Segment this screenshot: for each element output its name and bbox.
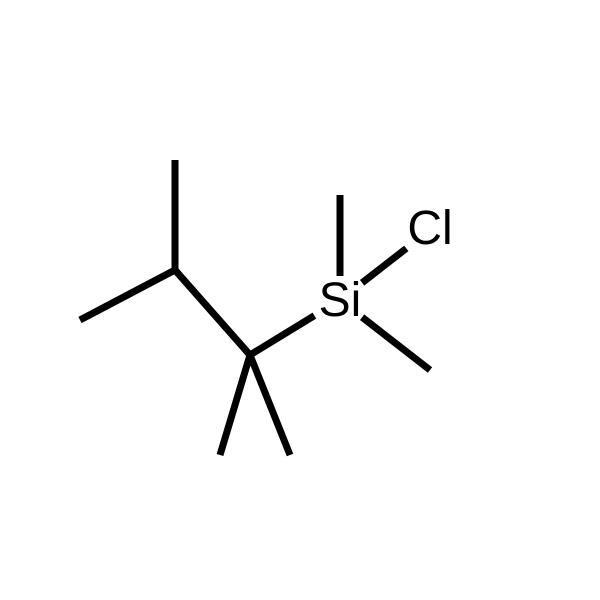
bond bbox=[250, 355, 290, 455]
bond bbox=[220, 355, 250, 455]
bond bbox=[362, 248, 406, 282]
molecule-diagram: Si Cl bbox=[0, 0, 600, 600]
bond bbox=[362, 317, 430, 370]
bond bbox=[175, 270, 250, 355]
bond bbox=[80, 270, 175, 320]
atom-label-cl: Cl bbox=[407, 202, 452, 255]
bond bbox=[250, 316, 314, 355]
atom-label-si: Si bbox=[319, 274, 362, 327]
